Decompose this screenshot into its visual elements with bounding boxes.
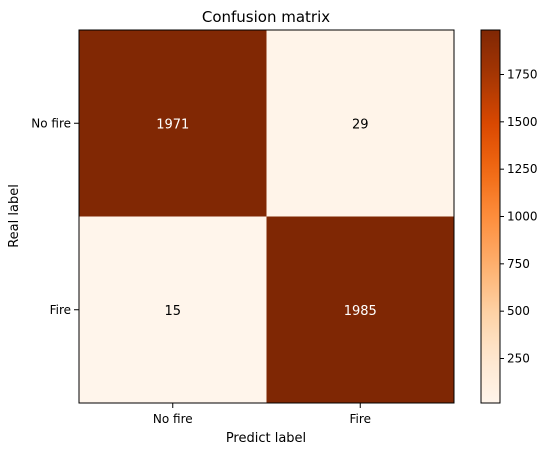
colorbar-ticks: 250 500 750 1000 1250 1500 1750	[500, 67, 538, 366]
x-tick-label: No fire	[153, 412, 193, 426]
heatmap-cells	[79, 30, 454, 403]
y-axis-label: Real label	[7, 184, 22, 248]
colorbar-tick-label: 1000	[507, 210, 538, 224]
y-tick-label: No fire	[31, 116, 71, 130]
plot-frame	[78, 29, 455, 404]
y-axis-ticks: No fire Fire	[31, 116, 79, 317]
colorbar-tick-label: 1750	[507, 67, 538, 81]
x-axis-label: Predict label	[226, 431, 306, 446]
chart-title: Confusion matrix	[202, 8, 330, 26]
colorbar-tick-label: 1500	[507, 115, 538, 129]
heatmap-cell	[79, 216, 267, 403]
colorbar	[480, 29, 501, 404]
x-axis-ticks: No fire Fire	[153, 403, 371, 426]
colorbar-tick-label: 500	[507, 304, 530, 318]
colorbar-tick-label: 750	[507, 257, 530, 271]
y-tick-label: Fire	[50, 303, 71, 317]
cell-value-label: 1971	[156, 117, 189, 132]
cell-value-label: 29	[352, 117, 369, 132]
cell-value-label: 15	[164, 304, 181, 319]
heatmap-cell	[79, 30, 267, 217]
heatmap-cell	[266, 216, 454, 403]
heatmap-cell	[266, 30, 454, 217]
cell-value-label: 1985	[344, 304, 377, 319]
x-tick-label: Fire	[350, 412, 371, 426]
heatmap-cell-labels: 1971 29 15 1985	[156, 117, 377, 319]
colorbar-tick-label: 1250	[507, 162, 538, 176]
colorbar-tick-label: 250	[507, 352, 530, 366]
